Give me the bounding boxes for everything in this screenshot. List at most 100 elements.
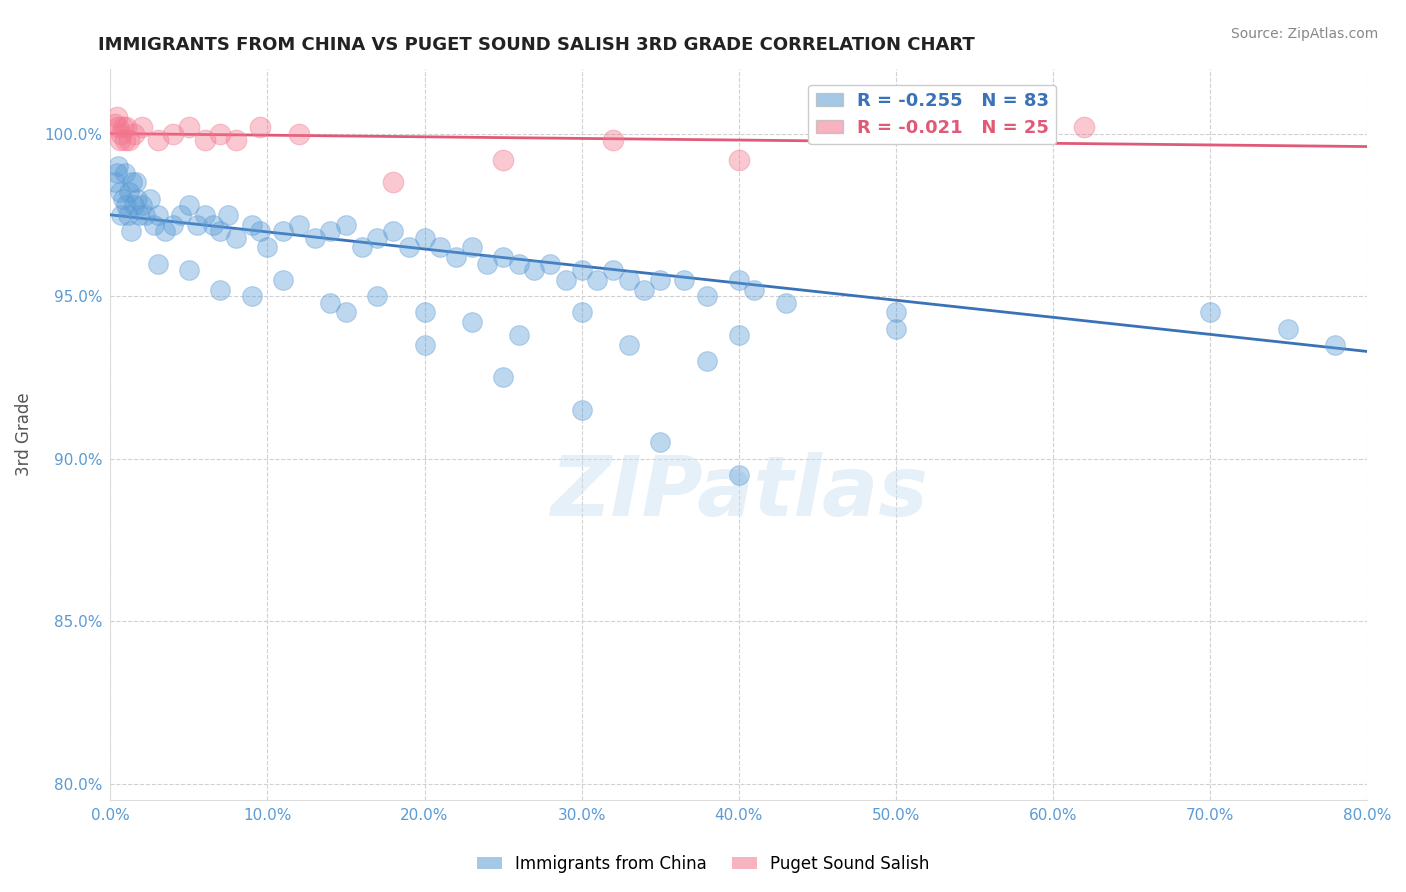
- Point: [696, 289, 718, 303]
- Point: [1324, 338, 1347, 352]
- Point: [122, 198, 145, 212]
- Point: [225, 133, 247, 147]
- Point: [460, 315, 482, 329]
- Point: [413, 305, 436, 319]
- Point: [288, 218, 311, 232]
- Point: [554, 273, 576, 287]
- Point: [602, 263, 624, 277]
- Point: [350, 240, 373, 254]
- Point: [382, 175, 405, 189]
- Point: [477, 257, 499, 271]
- Point: [648, 435, 671, 450]
- Point: [413, 338, 436, 352]
- Point: [240, 289, 263, 303]
- Point: [118, 133, 141, 147]
- Point: [114, 133, 136, 147]
- Point: [107, 159, 129, 173]
- Point: [727, 467, 749, 482]
- Point: [118, 185, 141, 199]
- Point: [120, 224, 142, 238]
- Point: [319, 224, 342, 238]
- Point: [143, 218, 166, 232]
- Text: ZIPatlas: ZIPatlas: [550, 452, 928, 533]
- Point: [177, 120, 200, 134]
- Text: IMMIGRANTS FROM CHINA VS PUGET SOUND SALISH 3RD GRADE CORRELATION CHART: IMMIGRANTS FROM CHINA VS PUGET SOUND SAL…: [98, 36, 976, 54]
- Point: [617, 273, 640, 287]
- Point: [134, 208, 156, 222]
- Point: [617, 338, 640, 352]
- Point: [288, 127, 311, 141]
- Point: [696, 354, 718, 368]
- Point: [366, 289, 388, 303]
- Point: [1073, 120, 1095, 134]
- Point: [571, 403, 593, 417]
- Point: [319, 295, 342, 310]
- Point: [648, 273, 671, 287]
- Point: [571, 263, 593, 277]
- Point: [249, 224, 271, 238]
- Point: [110, 127, 132, 141]
- Point: [217, 208, 239, 222]
- Point: [105, 165, 128, 179]
- Point: [672, 273, 695, 287]
- Point: [413, 230, 436, 244]
- Point: [114, 165, 136, 179]
- Point: [105, 110, 128, 124]
- Point: [131, 198, 153, 212]
- Point: [177, 263, 200, 277]
- Point: [492, 370, 515, 384]
- Point: [128, 208, 150, 222]
- Point: [256, 240, 278, 254]
- Point: [727, 273, 749, 287]
- Point: [115, 198, 138, 212]
- Point: [271, 224, 294, 238]
- Point: [508, 257, 530, 271]
- Point: [146, 257, 169, 271]
- Point: [492, 250, 515, 264]
- Point: [429, 240, 451, 254]
- Point: [131, 120, 153, 134]
- Point: [121, 175, 143, 189]
- Point: [1198, 305, 1220, 319]
- Point: [146, 133, 169, 147]
- Point: [727, 153, 749, 167]
- Point: [225, 230, 247, 244]
- Point: [633, 283, 655, 297]
- Point: [155, 224, 177, 238]
- Point: [162, 218, 184, 232]
- Point: [382, 224, 405, 238]
- Point: [460, 240, 482, 254]
- Point: [209, 283, 232, 297]
- Point: [110, 208, 132, 222]
- Legend: Immigrants from China, Puget Sound Salish: Immigrants from China, Puget Sound Salis…: [470, 848, 936, 880]
- Point: [884, 305, 907, 319]
- Point: [963, 110, 986, 124]
- Point: [124, 175, 146, 189]
- Point: [398, 240, 420, 254]
- Y-axis label: 3rd Grade: 3rd Grade: [15, 392, 32, 476]
- Point: [240, 218, 263, 232]
- Point: [170, 208, 193, 222]
- Legend: R = -0.255   N = 83, R = -0.021   N = 25: R = -0.255 N = 83, R = -0.021 N = 25: [808, 85, 1056, 145]
- Point: [775, 295, 797, 310]
- Point: [538, 257, 561, 271]
- Point: [492, 153, 515, 167]
- Point: [508, 328, 530, 343]
- Point: [104, 175, 127, 189]
- Point: [304, 230, 326, 244]
- Point: [201, 218, 224, 232]
- Point: [146, 208, 169, 222]
- Point: [271, 273, 294, 287]
- Point: [177, 198, 200, 212]
- Point: [727, 328, 749, 343]
- Point: [744, 283, 766, 297]
- Point: [108, 133, 131, 147]
- Point: [571, 305, 593, 319]
- Point: [366, 230, 388, 244]
- Point: [586, 273, 609, 287]
- Point: [104, 117, 127, 131]
- Point: [107, 120, 129, 134]
- Point: [194, 133, 217, 147]
- Point: [194, 208, 217, 222]
- Point: [122, 127, 145, 141]
